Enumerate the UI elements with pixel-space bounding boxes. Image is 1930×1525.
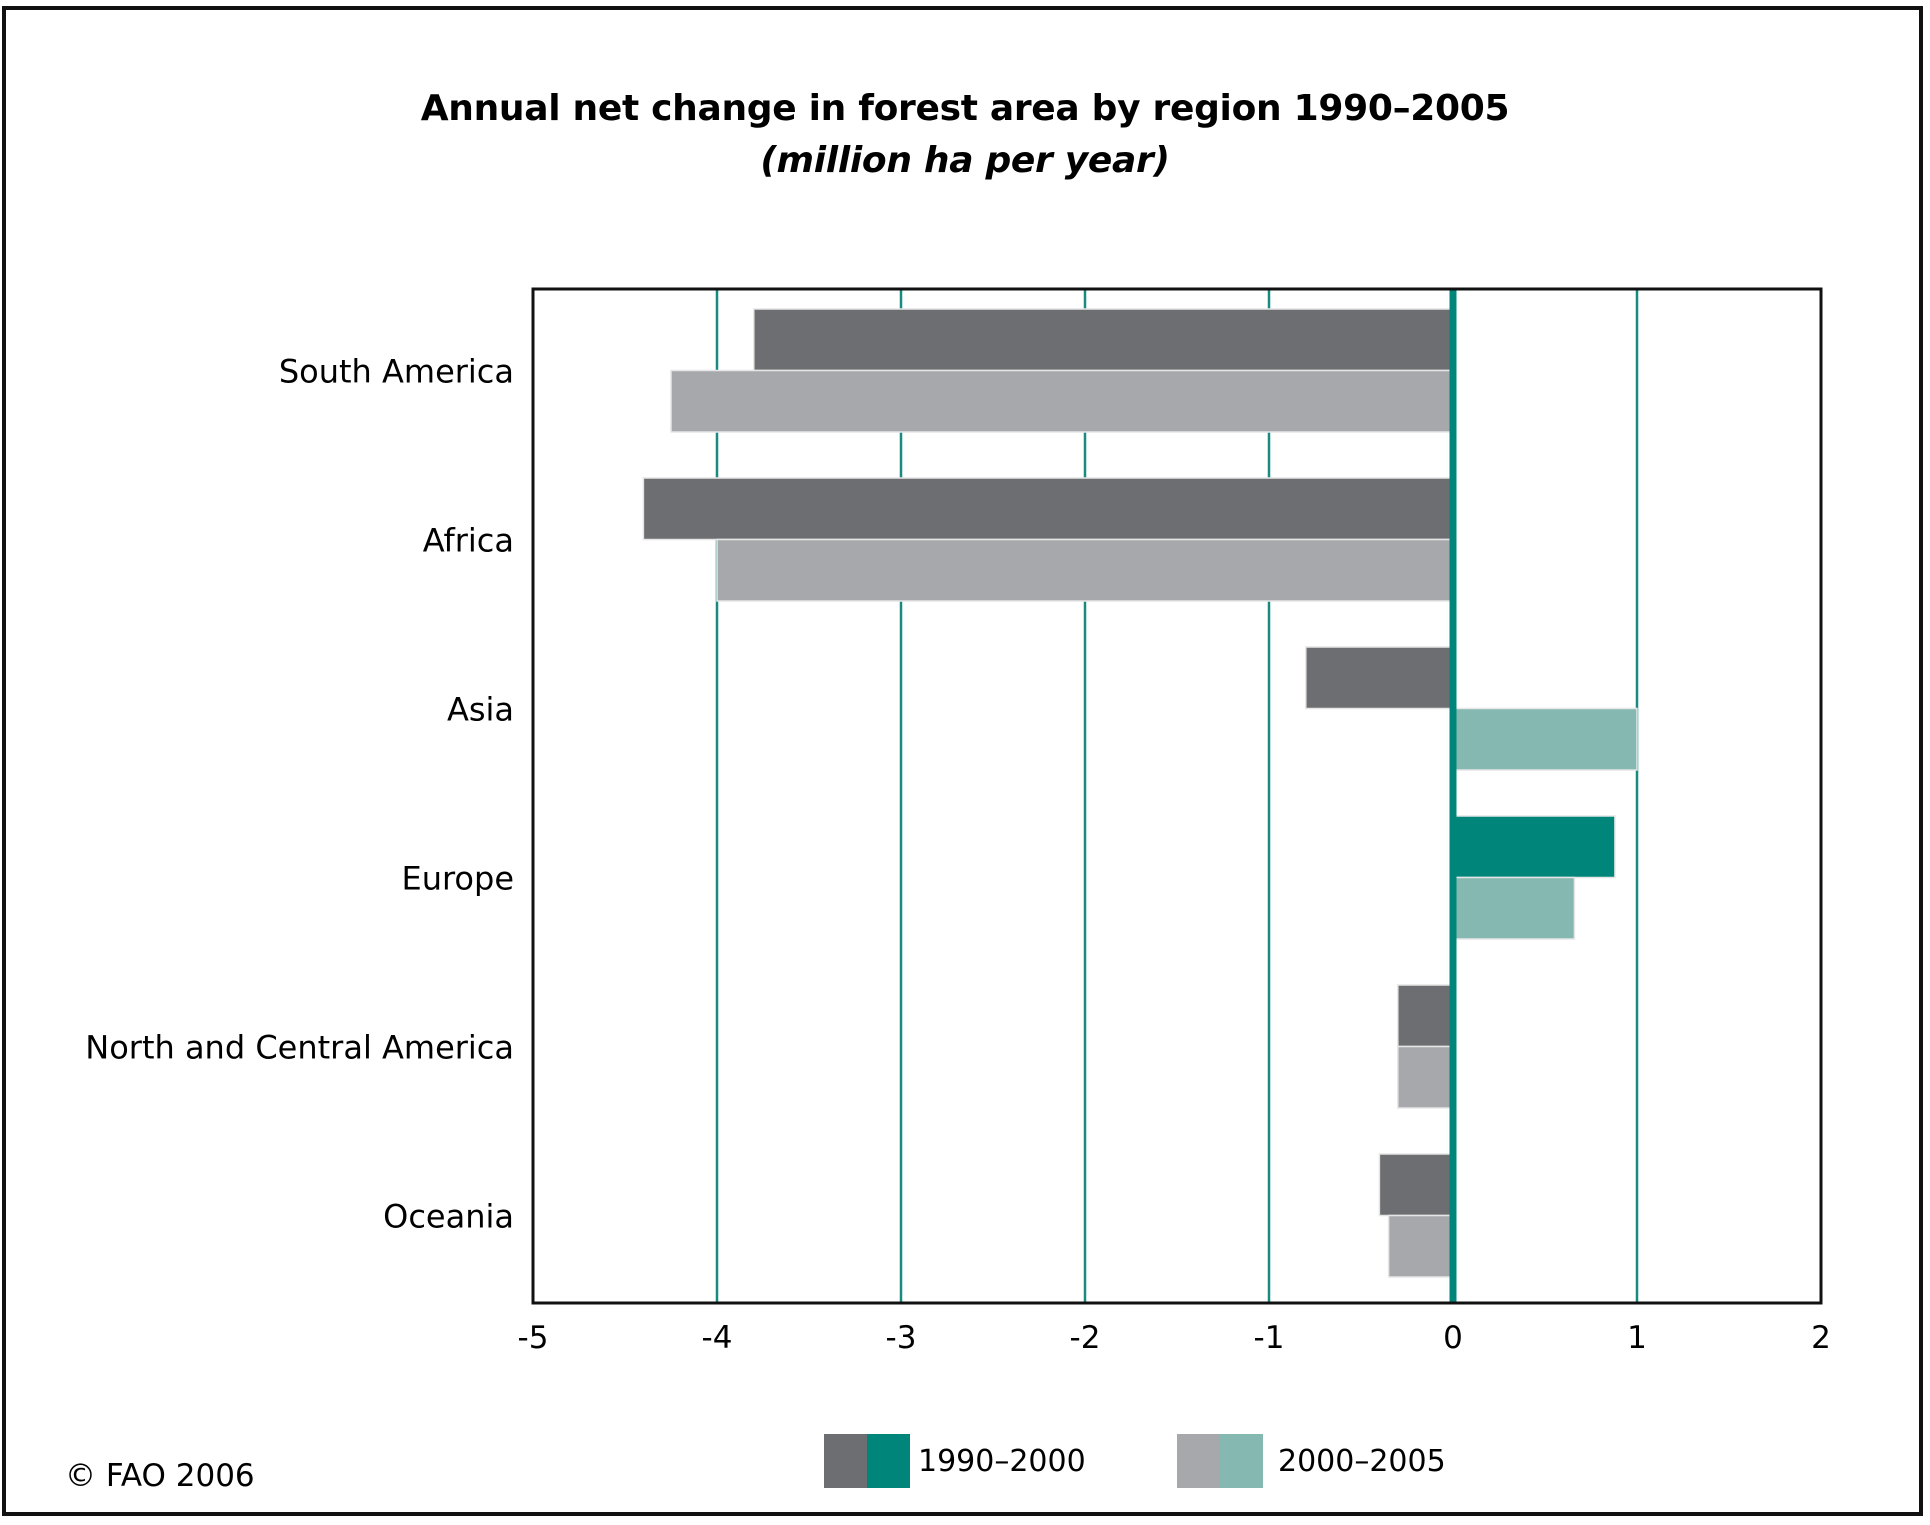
copyright-notice: © FAO 2006 [65, 1458, 255, 1494]
legend-swatch-1990-2000-positive [867, 1434, 910, 1488]
category-label: Europe [401, 860, 514, 898]
labels: South America Africa Asia Europe North and C… [85, 353, 1831, 1357]
bar-europe-1990-2000 [1452, 815, 1616, 879]
legend-label-2000-2005: 2000–2005 [1278, 1444, 1446, 1479]
bar-oceania-1990-2000 [1378, 1153, 1454, 1217]
x-tick-label: -5 [518, 1320, 549, 1356]
bar-asia-2000-2005 [1452, 707, 1638, 771]
x-tick-label: -3 [886, 1320, 917, 1356]
x-tick-label: -1 [1254, 1320, 1285, 1356]
figure-frame [2, 6, 1923, 1516]
x-tick-label: -4 [702, 1320, 733, 1356]
category-label: South America [279, 353, 514, 391]
x-tick-label: 0 [1443, 1320, 1463, 1356]
x-tick-label: 1 [1627, 1320, 1647, 1356]
legend-swatch-1990-2000-negative [824, 1434, 867, 1488]
x-tick-label: -2 [1070, 1320, 1101, 1356]
bar-south-america-1990-2000 [753, 308, 1454, 372]
chart-subtitle: (million ha per year) [760, 140, 1170, 181]
bar-africa-2000-2005 [716, 538, 1454, 602]
plot-frame [531, 287, 1823, 1305]
bars [642, 308, 1638, 1278]
legend-label-1990-2000: 1990–2000 [918, 1444, 1086, 1479]
category-label: Africa [423, 522, 514, 560]
bar-oceania-2000-2005 [1387, 1214, 1454, 1278]
gridlines [715, 289, 1639, 1303]
bar-south-america-2000-2005 [670, 369, 1454, 433]
category-label: North and Central America [85, 1029, 514, 1067]
bar-north-and-central-america-1990-2000 [1397, 984, 1454, 1048]
x-tick-label: 2 [1811, 1320, 1831, 1356]
axes [531, 287, 1823, 1305]
bar-africa-1990-2000 [642, 477, 1454, 541]
bar-asia-1990-2000 [1305, 646, 1454, 710]
legend: 1990–2000 2000–2005 [0, 1434, 1930, 1488]
chart-title: Annual net change in forest area by regi… [420, 88, 1510, 129]
legend-swatch-2000-2005-positive [1220, 1434, 1263, 1488]
category-label: Oceania [383, 1198, 514, 1236]
category-label: Asia [447, 691, 514, 729]
legend-swatch-2000-2005-negative [1177, 1434, 1220, 1488]
bar-north-and-central-america-2000-2005 [1397, 1045, 1454, 1109]
bar-europe-2000-2005 [1452, 876, 1576, 940]
